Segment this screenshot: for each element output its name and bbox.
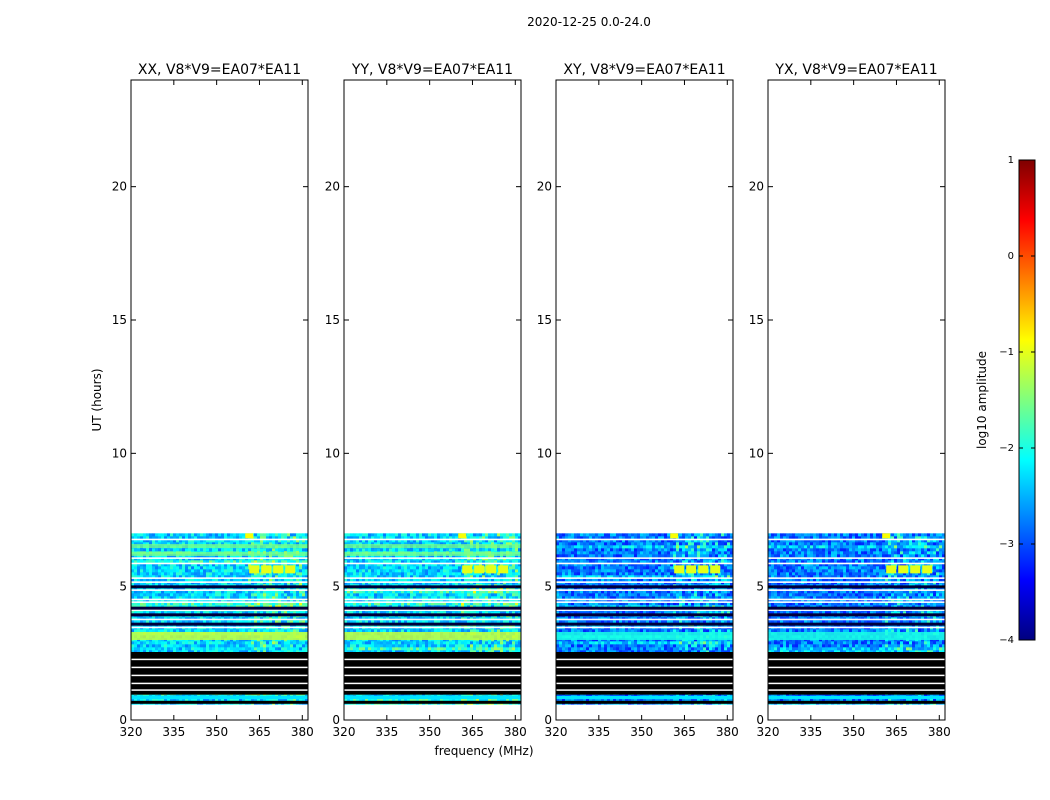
panel-title: XY, V8*V9=EA07*EA11 [563, 62, 725, 78]
panel-yx: YX, V8*V9=EA07*EA11 320 335 350 365 380 0 5 10 15… [749, 62, 951, 739]
x-axis-label: frequency (MHz) [434, 744, 533, 758]
heatmap-yx [768, 533, 945, 705]
x-tick-label: 320 [545, 725, 568, 739]
panel-frame [555, 79, 734, 721]
panel-frame [767, 79, 946, 721]
y-tick-label: 15 [537, 313, 552, 327]
colorbar-label: log10 amplitude [975, 351, 989, 449]
x-tick-label: 365 [248, 725, 271, 739]
x-tick-label: 335 [587, 725, 610, 739]
x-tick-label: 335 [799, 725, 822, 739]
panels: XX, V8*V9=EA07*EA11 320 335 350 365 380 0 5 10 15… [112, 62, 951, 739]
heatmap-xy [556, 533, 733, 705]
panel-title: XX, V8*V9=EA07*EA11 [138, 62, 301, 78]
heatmap-xx [131, 533, 308, 705]
x-tick-label: 380 [504, 725, 527, 739]
x-tick-label: 380 [291, 725, 314, 739]
panel-frame [343, 79, 522, 721]
colorbar-tick-label: −4 [999, 635, 1014, 646]
x-tick-label: 350 [205, 725, 228, 739]
colorbar: 1 0 −1 −2 −3 −4 log10 amplitude [975, 155, 1036, 646]
x-tick-label: 335 [162, 725, 185, 739]
x-tick-label: 350 [842, 725, 865, 739]
x-tick-label: 380 [716, 725, 739, 739]
x-tick-label: 365 [461, 725, 484, 739]
y-tick-label: 20 [112, 180, 127, 194]
x-tick-label: 350 [418, 725, 441, 739]
y-tick-label: 0 [544, 713, 552, 727]
y-tick-label: 15 [749, 313, 764, 327]
colorbar-tick-label: −2 [999, 443, 1014, 454]
colorbar-tick-label: −3 [999, 539, 1014, 550]
y-tick-label: 20 [325, 180, 340, 194]
panel-title: YX, V8*V9=EA07*EA11 [774, 62, 937, 78]
x-tick-label: 380 [928, 725, 951, 739]
y-tick-label: 5 [756, 580, 764, 594]
y-tick-label: 10 [325, 446, 340, 460]
colorbar-gradient [1018, 159, 1036, 641]
x-tick-label: 365 [885, 725, 908, 739]
colorbar-tick-label: 0 [1008, 251, 1014, 262]
x-tick-label: 350 [630, 725, 653, 739]
x-tick-label: 365 [673, 725, 696, 739]
y-tick-label: 10 [112, 446, 127, 460]
y-tick-label: 20 [749, 180, 764, 194]
panel-frame [130, 79, 309, 721]
y-tick-label: 0 [332, 713, 340, 727]
y-tick-label: 10 [749, 446, 764, 460]
y-axis-label: UT (hours) [90, 368, 104, 431]
y-tick-label: 0 [119, 713, 127, 727]
x-tick-label: 335 [375, 725, 398, 739]
y-tick-label: 5 [332, 580, 340, 594]
y-tick-label: 15 [325, 313, 340, 327]
x-tick-label: 320 [120, 725, 143, 739]
y-tick-label: 5 [119, 580, 127, 594]
y-tick-label: 20 [537, 180, 552, 194]
y-tick-label: 10 [537, 446, 552, 460]
panel-yy: YY, V8*V9=EA07*EA11 320 335 350 365 380 0 5 10 15… [325, 62, 527, 739]
panel-xy: XY, V8*V9=EA07*EA11 320 335 350 365 380 0 5 10 15… [537, 62, 739, 739]
colorbar-tick-label: −1 [999, 347, 1014, 358]
y-tick-label: 0 [756, 713, 764, 727]
y-tick-label: 15 [112, 313, 127, 327]
heatmap-yy [344, 533, 521, 705]
x-tick-label: 320 [757, 725, 780, 739]
panel-title: YY, V8*V9=EA07*EA11 [351, 62, 513, 78]
figure-title: 2020-12-25 0.0-24.0 [527, 15, 651, 29]
panel-xx: XX, V8*V9=EA07*EA11 320 335 350 365 380 0 5 10 15… [112, 62, 314, 739]
x-tick-label: 320 [333, 725, 356, 739]
colorbar-tick-label: 1 [1008, 155, 1014, 166]
y-tick-label: 5 [544, 580, 552, 594]
